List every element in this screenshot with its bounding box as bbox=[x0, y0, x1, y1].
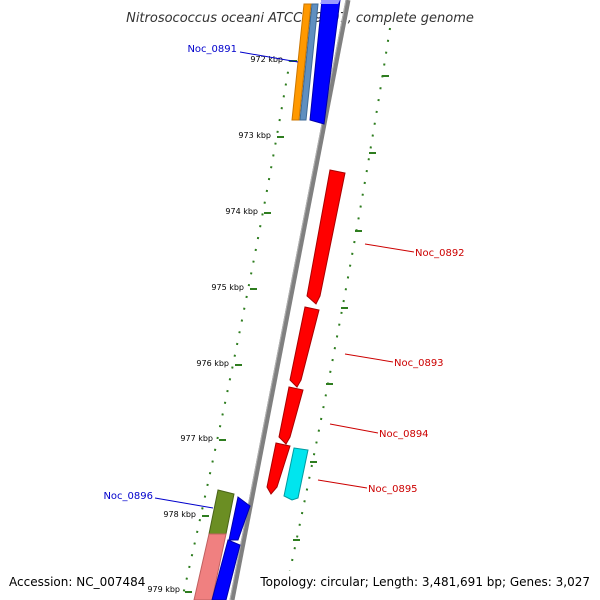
label-noc0891[interactable]: Noc_0891 bbox=[187, 44, 237, 55]
tick-label-977: 977 kbp bbox=[180, 434, 213, 443]
gene-blue-2[interactable] bbox=[211, 539, 241, 600]
gene-salmon[interactable] bbox=[193, 533, 227, 600]
leader-noc0892 bbox=[364, 243, 415, 253]
gene-noc0895-cyan[interactable] bbox=[283, 447, 309, 501]
gene-noc0894[interactable] bbox=[278, 386, 304, 445]
leader-noc0893 bbox=[344, 353, 394, 363]
label-noc0892[interactable]: Noc_0892 bbox=[415, 248, 465, 259]
leader-noc0891 bbox=[239, 51, 299, 63]
leader-noc0894 bbox=[329, 423, 379, 434]
gene-noc0896-olive[interactable] bbox=[208, 489, 235, 535]
tick-label-979: 979 kbp bbox=[147, 585, 180, 594]
topology-background bbox=[256, 571, 596, 591]
label-noc0893[interactable]: Noc_0893 bbox=[394, 358, 444, 369]
tick-label-972: 972 kbp bbox=[250, 55, 283, 64]
gene-blue-top-sheen bbox=[320, 0, 340, 4]
outer-tick-arc bbox=[287, 27, 391, 581]
gene-noc0892[interactable] bbox=[306, 169, 346, 305]
gene-orange[interactable] bbox=[291, 3, 312, 121]
label-noc0896[interactable]: Noc_0896 bbox=[103, 491, 153, 502]
outer-major-ticks bbox=[293, 75, 389, 541]
gene-noc0893[interactable] bbox=[289, 306, 320, 388]
tick-label-976: 976 kbp bbox=[196, 359, 229, 368]
tick-label-974: 974 kbp bbox=[225, 207, 258, 216]
tick-label-978: 978 kbp bbox=[163, 510, 196, 519]
gene-noc0895-left[interactable] bbox=[266, 442, 291, 495]
accession-text: Accession: NC_007484 bbox=[9, 575, 145, 589]
label-noc0895[interactable]: Noc_0895 bbox=[368, 484, 418, 495]
tick-label-973: 973 kbp bbox=[238, 131, 271, 140]
tick-label-975: 975 kbp bbox=[211, 283, 244, 292]
leader-noc0895 bbox=[317, 479, 368, 489]
map-title: Nitrosococcus oceani ATCC 19707, complet… bbox=[126, 11, 474, 26]
gene-blue-1[interactable] bbox=[228, 496, 251, 541]
gene-steel[interactable] bbox=[299, 3, 319, 121]
accession-background bbox=[4, 571, 148, 591]
topology-text: Topology: circular; Length: 3,481,691 bp… bbox=[259, 575, 590, 589]
leader-noc0896 bbox=[154, 497, 214, 509]
inner-major-ticks bbox=[185, 60, 297, 593]
label-noc0894[interactable]: Noc_0894 bbox=[379, 429, 429, 440]
genome-backbone bbox=[229, 0, 351, 600]
gene-noc0891-blue[interactable] bbox=[309, 0, 341, 125]
